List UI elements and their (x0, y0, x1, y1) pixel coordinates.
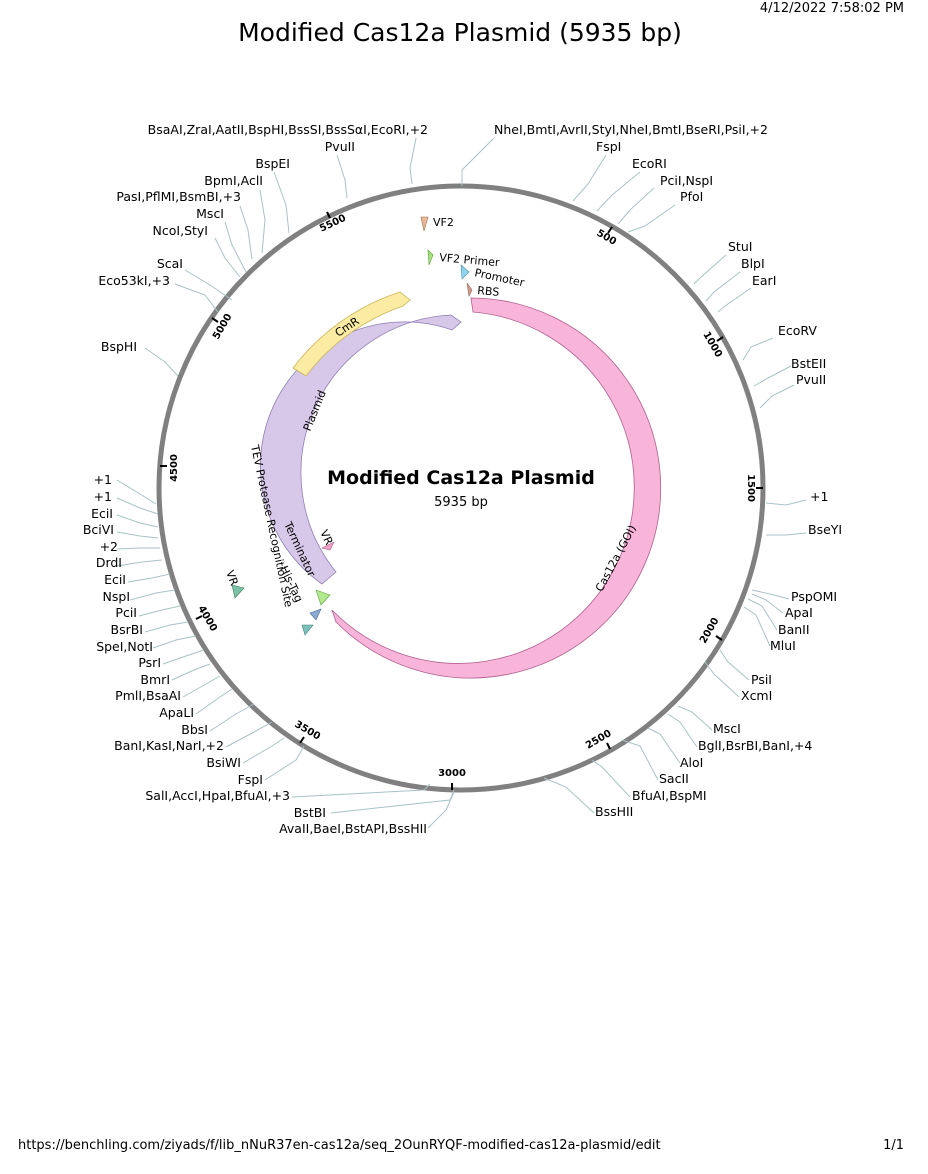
tick-500 (607, 226, 613, 234)
site-label: NcoI,StyI (153, 223, 208, 238)
feature-rbs (466, 282, 473, 297)
site-label: AvaII,BaeI,BstAPI,BssHII (279, 821, 427, 836)
site-label: BstBI (294, 805, 326, 820)
site-label: BanII (778, 622, 810, 637)
tick-marks: 500 1000 1500 2000 2500 3000 3500 4000 4… (160, 211, 763, 790)
tick-2500 (606, 742, 611, 750)
site-label: ApaI (785, 605, 813, 620)
feature-vf2-primer (427, 249, 434, 266)
tick-label-1500: 1500 (745, 474, 756, 502)
site-label: +1 (94, 489, 112, 504)
site-label: BfuAI,BspMI (632, 788, 707, 803)
feature-vf2 (420, 216, 429, 232)
site-label: EcoRI (632, 156, 667, 171)
site-label: ApaLI (159, 705, 194, 720)
site-label: BsiWI (206, 755, 241, 770)
center-plasmid-length: 5935 bp (434, 495, 488, 510)
site-label: +1 (810, 489, 828, 504)
site-label: PvuII (325, 139, 355, 154)
feature-label-vr-inner: VR (317, 528, 335, 548)
site-label: PfoI (680, 189, 703, 204)
tick-label-3000: 3000 (438, 768, 466, 779)
feature-cmr-arc (292, 291, 411, 377)
feature-plasmid-arc (260, 314, 462, 585)
feature-his-tag (309, 608, 322, 621)
site-label: BanI,KasI,NarI,+2 (114, 738, 224, 753)
feature-promoter (460, 264, 470, 280)
site-label: SacII (659, 771, 689, 786)
tick-label-4500: 4500 (169, 454, 180, 482)
tick-label-500: 500 (594, 228, 618, 248)
site-label: BlpI (741, 256, 765, 271)
site-label: FspI (238, 772, 263, 787)
tick-label-4000: 4000 (195, 604, 218, 634)
site-label: BpmI,AclI (204, 173, 263, 188)
tick-4000 (195, 615, 203, 620)
feature-vr-outer (231, 584, 245, 599)
feature-vr-inner (321, 541, 335, 551)
site-label: NspI (103, 589, 130, 604)
site-label: BssHII (595, 804, 633, 819)
site-label: +1 (94, 472, 112, 487)
feature-terminator (315, 589, 331, 606)
feature-label-vf2-primer: VF2 Primer (439, 251, 501, 269)
site-label: BsaAI,ZraI,AatII,BspHI,BssSI,BssSαI,EcoR… (148, 122, 428, 137)
site-label: SpeI,NotI (96, 639, 153, 654)
site-label: DrdI (96, 555, 122, 570)
tick-2000 (715, 635, 723, 641)
site-label: BsrBI (111, 622, 144, 637)
feature-label-rbs: RBS (477, 284, 500, 299)
site-label: PciI (115, 605, 137, 620)
site-label: PsiI (751, 672, 772, 687)
site-label: BglI,BsrBI,BanI,+4 (698, 738, 812, 753)
site-label: BciVI (83, 522, 114, 537)
site-label: XcmI (741, 688, 772, 703)
site-label: MluI (770, 638, 796, 653)
site-label: AloI (680, 755, 703, 770)
site-label: PmlI,BsaAI (115, 688, 181, 703)
center-plasmid-name: Modified Cas12a Plasmid (327, 467, 595, 489)
feature-tev-site (301, 624, 314, 636)
site-label: Eco53kI,+3 (98, 273, 170, 288)
site-label: PsrI (138, 655, 161, 670)
tick-1000 (716, 336, 724, 342)
restriction-site-labels: BsaAI,ZraI,AatII,BspHI,BssSI,BssSαI,EcoR… (83, 122, 842, 836)
site-label: ScaI (157, 256, 183, 271)
site-label: +2 (100, 539, 118, 554)
site-label: PvuII (796, 372, 826, 387)
print-timestamp: 4/12/2022 7:58:02 PM (759, 1, 904, 16)
site-label: MscI (713, 721, 741, 736)
site-label: PasI,PflMI,BsmBI,+3 (116, 189, 241, 204)
site-label: MscI (196, 206, 224, 221)
site-label: EciI (91, 506, 113, 521)
footer-page-number: 1/1 (883, 1138, 904, 1153)
tick-3500 (299, 736, 305, 744)
page-title: Modified Cas12a Plasmid (5935 bp) (238, 18, 682, 47)
site-label: BseYI (808, 522, 842, 537)
feature-label-vr-outer: VR (223, 569, 241, 588)
feature-label-vf2: VF2 (433, 216, 454, 229)
site-label: BbsI (181, 722, 208, 737)
site-label: NheI,BmtI,AvrII,StyI,NheI,BmtI,BseRI,Psi… (494, 122, 768, 137)
site-label: BspHI (101, 339, 137, 354)
tick-5500 (326, 211, 331, 219)
site-label: SalI,AccI,HpaI,BfuAI,+3 (145, 788, 290, 803)
site-label: EcoRV (778, 323, 817, 338)
site-label: BspEI (255, 156, 290, 171)
site-label: EarI (752, 273, 776, 288)
site-label: StuI (728, 239, 752, 254)
tick-label-2000: 2000 (698, 616, 721, 646)
tick-5000 (211, 317, 219, 323)
site-label: BmrI (140, 672, 170, 687)
feature-cas12a-arc (331, 297, 662, 679)
site-label: BstEII (791, 356, 826, 371)
footer-url: https://benchling.com/ziyads/f/lib_nNuR3… (18, 1138, 661, 1153)
site-leader-lines (116, 137, 807, 829)
site-label: FspI (596, 139, 621, 154)
site-label: PciI,NspI (660, 173, 713, 188)
site-label: PspOMI (791, 589, 837, 604)
site-label: EciI (104, 572, 126, 587)
